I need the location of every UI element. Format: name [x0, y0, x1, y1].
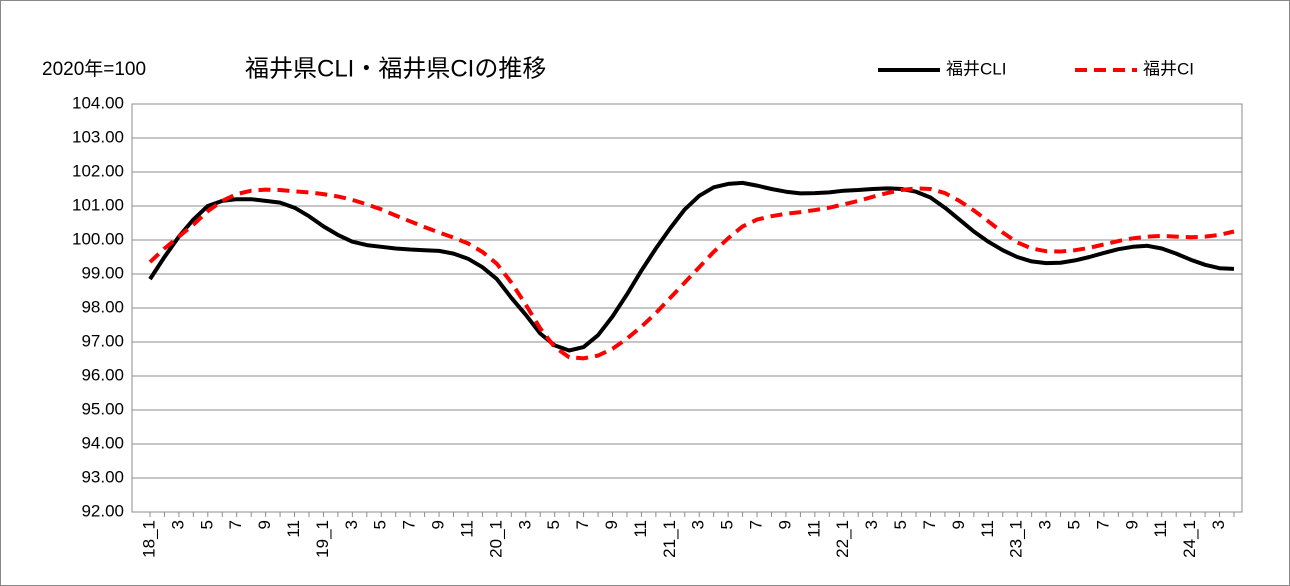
y-tick-label: 102.00 — [72, 161, 124, 180]
y-tick-label: 92.00 — [81, 501, 124, 520]
x-tick-label: 3 — [1209, 520, 1228, 529]
x-tick-label: 5 — [1064, 520, 1083, 529]
y-tick-label: 98.00 — [81, 297, 124, 316]
x-tick-label: 23_1 — [1007, 520, 1026, 558]
x-tick-label: 7 — [920, 520, 939, 529]
x-tick-label: 24_1 — [1180, 520, 1199, 558]
x-tick-label: 11 — [1151, 520, 1170, 538]
x-tick-label: 5 — [891, 520, 910, 529]
x-tick-label: 11 — [457, 520, 476, 538]
x-tick-label: 20_1 — [486, 520, 505, 558]
legend-label: 福井CLI — [946, 59, 1006, 78]
chart-title: 福井県CLI・福井県CIの推移 — [245, 55, 546, 82]
y-tick-label: 93.00 — [81, 467, 124, 486]
y-tick-label: 99.00 — [81, 263, 124, 282]
y-tick-label: 104.00 — [72, 93, 124, 112]
x-tick-label: 9 — [255, 520, 274, 529]
x-tick-label: 3 — [1036, 520, 1055, 529]
x-tick-label: 9 — [602, 520, 621, 529]
x-tick-label: 18_1 — [139, 520, 158, 558]
x-tick-label: 7 — [573, 520, 592, 529]
x-tick-label: 7 — [226, 520, 245, 529]
x-tick-label: 3 — [862, 520, 881, 529]
plot-border — [131, 103, 1243, 513]
x-tick-label: 3 — [515, 520, 534, 529]
y-tick-label: 94.00 — [81, 433, 124, 452]
series-line — [148, 180, 1235, 353]
x-tick-label: 7 — [747, 520, 766, 529]
x-tick-label: 22_1 — [833, 520, 852, 558]
legend-label: 福井CI — [1143, 59, 1194, 78]
x-tick-label: 5 — [718, 520, 737, 529]
x-tick-label: 9 — [429, 520, 448, 529]
y-tick-label: 103.00 — [72, 127, 124, 146]
y-tick-label: 95.00 — [81, 399, 124, 418]
x-tick-label: 3 — [689, 520, 708, 529]
x-tick-label: 3 — [168, 520, 187, 529]
y-tick-label: 97.00 — [81, 331, 124, 350]
y-tick-label: 96.00 — [81, 365, 124, 384]
x-tick-label: 3 — [342, 520, 361, 529]
x-tick-label: 5 — [371, 520, 390, 529]
annotation: 2020年=100 — [42, 58, 146, 80]
x-tick-label: 5 — [544, 520, 563, 529]
x-tick-label: 7 — [400, 520, 419, 529]
y-tick-label: 101.00 — [72, 195, 124, 214]
x-tick-label: 11 — [284, 520, 303, 538]
x-tick-label: 9 — [1122, 520, 1141, 529]
x-tick-label: 11 — [804, 520, 823, 538]
x-tick-label: 19_1 — [313, 520, 332, 558]
x-tick-label: 7 — [1093, 520, 1112, 529]
x-tick-label: 11 — [978, 520, 997, 538]
x-tick-label: 11 — [631, 520, 650, 538]
x-tick-label: 21_1 — [660, 520, 679, 558]
y-tick-label: 100.00 — [72, 229, 124, 248]
x-tick-label: 9 — [775, 520, 794, 529]
x-tick-label: 5 — [197, 520, 216, 529]
x-tick-label: 9 — [949, 520, 968, 529]
